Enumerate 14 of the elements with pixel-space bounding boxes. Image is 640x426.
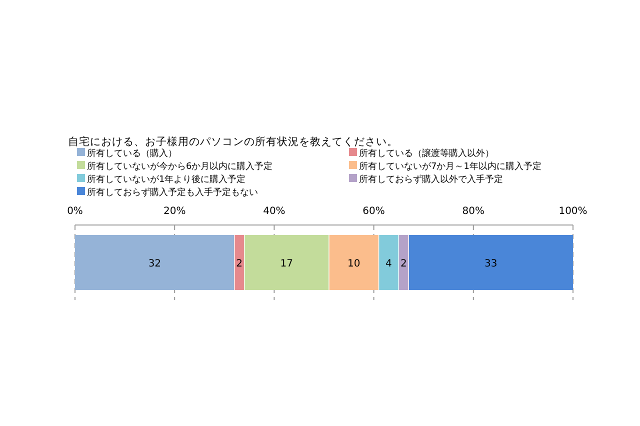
x-tick-label: 60% bbox=[362, 206, 385, 217]
data-label: 32 bbox=[148, 258, 162, 270]
x-tick-label: 20% bbox=[163, 206, 186, 217]
chart-title: 自宅における、お子様用のパソコンの所有状況を教えてください。 bbox=[68, 135, 398, 148]
x-tick-label: 100% bbox=[558, 206, 588, 217]
data-label: 2 bbox=[400, 258, 407, 270]
x-tick-label: 0% bbox=[67, 206, 83, 217]
data-label: 10 bbox=[348, 258, 360, 270]
x-tick-label: 80% bbox=[462, 206, 485, 217]
x-tick-label: 40% bbox=[263, 206, 286, 217]
data-label: 33 bbox=[484, 258, 498, 270]
data-label: 17 bbox=[280, 258, 294, 270]
data-label: 4 bbox=[386, 258, 392, 270]
data-label: 2 bbox=[236, 258, 243, 270]
